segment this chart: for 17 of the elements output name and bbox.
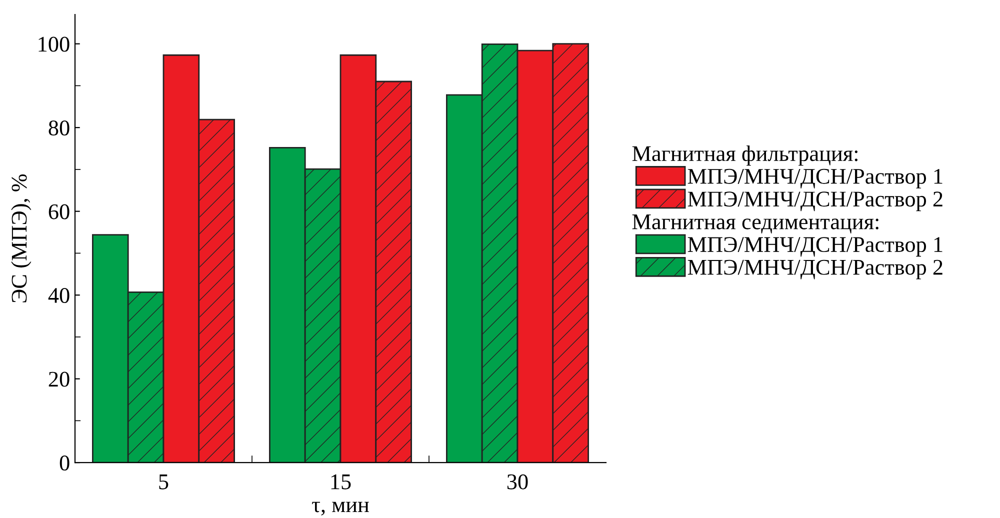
x-tick-label: 5	[159, 474, 168, 490]
y-tick-label: 0	[60, 456, 70, 471]
y-tick-label: 20	[48, 372, 70, 387]
y-tick-label: 100	[38, 36, 70, 52]
y-axis-title: ЭС (МПЭ), %	[11, 174, 32, 302]
legend-label: МПЭ/МНЧ/ДСН/Раствор 2	[688, 192, 942, 212]
x-tick-label: 30	[507, 474, 528, 490]
y-tick-label: 80	[48, 120, 70, 136]
legend-label: МПЭ/МНЧ/ДСН/Раствор 1	[688, 168, 942, 188]
x-tick-label: 15	[331, 474, 351, 490]
text: Магнитная фильтрация:	[632, 145, 858, 166]
y-tick-label: 60	[48, 204, 70, 220]
text: Магнитная седиментация:	[632, 214, 878, 234]
x-axis-title: τ, мин	[312, 502, 369, 516]
y-tick-label: 40	[48, 288, 70, 303]
legend-label: МПЭ/МНЧ/ДСН/Раствор 1	[688, 237, 942, 257]
legend-label: МПЭ/МНЧ/ДСН/Раствор 2	[688, 260, 942, 280]
